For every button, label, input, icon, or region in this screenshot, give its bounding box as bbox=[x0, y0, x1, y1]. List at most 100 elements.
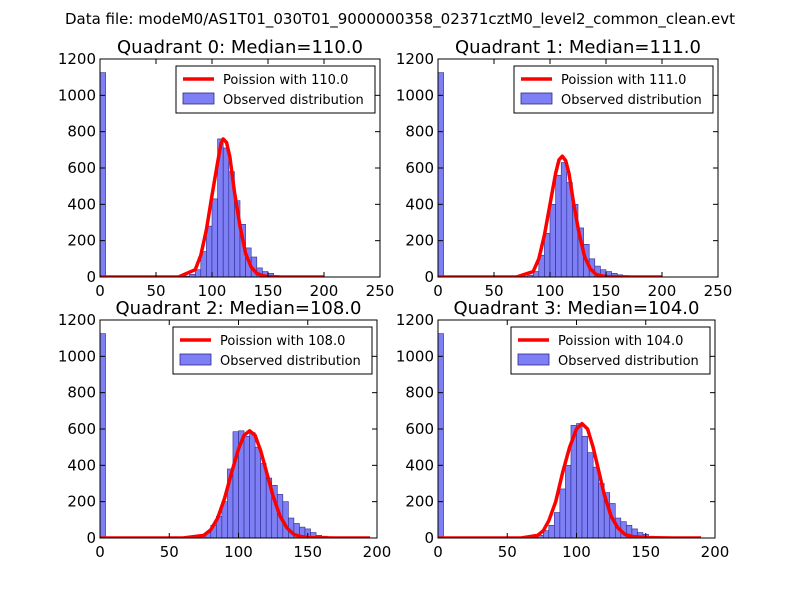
histogram-bar bbox=[438, 333, 444, 538]
panel-title: Quadrant 2: Median=108.0 bbox=[116, 298, 362, 319]
x-tick-label: 150 bbox=[293, 543, 322, 561]
histogram-bar bbox=[222, 147, 230, 277]
histogram-bar bbox=[592, 466, 599, 538]
x-tick-label: 200 bbox=[310, 282, 339, 300]
histogram-bar bbox=[555, 174, 562, 277]
legend-label-observed: Observed distribution bbox=[561, 93, 702, 108]
panel-quadrant-3: Quadrant 3: Median=104.0 0 50 100 150 200 0 200… bbox=[396, 298, 730, 561]
y-tick-label: 200 bbox=[405, 232, 434, 250]
legend: Poission with 110.0 Observed distribution bbox=[175, 65, 376, 114]
y-tick-label: 400 bbox=[67, 456, 96, 474]
x-tick-label: 100 bbox=[562, 543, 591, 561]
histogram-bar bbox=[211, 198, 218, 277]
y-tick-label: 800 bbox=[405, 123, 434, 141]
x-tick-label: 200 bbox=[363, 543, 392, 561]
x-tick-label: 50 bbox=[160, 543, 179, 561]
x-tick-label: 250 bbox=[704, 282, 733, 300]
y-tick-label: 1000 bbox=[396, 347, 434, 365]
histogram-bar bbox=[581, 435, 588, 538]
x-tick-label: 0 bbox=[433, 543, 443, 561]
y-tick-label: 1200 bbox=[396, 311, 434, 329]
histogram-bar bbox=[548, 524, 555, 538]
panel-quadrant-0: Quadrant 0: Median=110.0 0 50 100 150 200 250 0… bbox=[58, 37, 395, 300]
legend-label-observed: Observed distribution bbox=[223, 93, 364, 108]
histogram-bar bbox=[587, 452, 594, 538]
legend-bar-swatch bbox=[182, 92, 215, 105]
legend-label-poisson: Poission with 104.0 bbox=[558, 334, 683, 349]
y-tick-label: 0 bbox=[424, 268, 434, 286]
x-tick-label: 50 bbox=[498, 543, 517, 561]
legend-bar-swatch bbox=[517, 353, 550, 366]
legend: Poission with 104.0 Observed distribution bbox=[510, 326, 711, 375]
legend-box bbox=[172, 326, 373, 375]
panel-title: Quadrant 1: Median=111.0 bbox=[455, 37, 701, 58]
figure-suptitle: Data file: modeM0/AS1T01_030T01_90000003… bbox=[65, 10, 735, 29]
histogram-bar bbox=[260, 463, 267, 538]
legend-label-poisson: Poission with 110.0 bbox=[223, 73, 348, 88]
x-tick-label: 0 bbox=[95, 282, 105, 300]
legend-box bbox=[510, 326, 711, 375]
histogram-bar bbox=[100, 72, 106, 277]
histogram-bar bbox=[243, 435, 250, 538]
plot-area bbox=[438, 333, 702, 538]
x-tick-label: 150 bbox=[254, 282, 283, 300]
x-tick-label: 100 bbox=[536, 282, 565, 300]
y-tick-label: 1200 bbox=[58, 311, 96, 329]
x-tick-label: 200 bbox=[701, 543, 730, 561]
x-tick-label: 250 bbox=[366, 282, 395, 300]
legend-box bbox=[175, 65, 376, 114]
y-tick-label: 800 bbox=[67, 123, 96, 141]
plot-area bbox=[438, 72, 663, 277]
y-tick-label: 400 bbox=[405, 456, 434, 474]
histogram-bar bbox=[576, 423, 583, 538]
panel-quadrant-1: Quadrant 1: Median=111.0 0 50 100 150 200 250 0… bbox=[396, 37, 733, 300]
x-tick-label: 0 bbox=[95, 543, 105, 561]
histogram-bar bbox=[254, 446, 261, 538]
histogram-bar bbox=[565, 465, 572, 538]
poisson-curve bbox=[100, 137, 324, 277]
x-tick-label: 200 bbox=[648, 282, 677, 300]
legend-label-poisson: Poission with 111.0 bbox=[561, 73, 686, 88]
plot-area bbox=[100, 72, 325, 277]
legend-label-observed: Observed distribution bbox=[558, 354, 699, 369]
legend-box bbox=[513, 65, 714, 114]
legend-label-poisson: Poission with 108.0 bbox=[220, 334, 345, 349]
y-tick-label: 1200 bbox=[58, 50, 96, 68]
poisson-curve bbox=[438, 421, 702, 538]
x-tick-label: 150 bbox=[592, 282, 621, 300]
y-tick-label: 1000 bbox=[396, 86, 434, 104]
histogram-bar bbox=[438, 72, 444, 277]
histogram-bar bbox=[559, 488, 566, 538]
x-tick-label: 50 bbox=[484, 282, 503, 300]
y-tick-label: 200 bbox=[67, 232, 96, 250]
y-tick-label: 600 bbox=[67, 420, 96, 438]
panel-quadrant-2: Quadrant 2: Median=108.0 0 50 100 150 200 0 200… bbox=[58, 298, 392, 561]
x-tick-label: 0 bbox=[433, 282, 443, 300]
y-tick-label: 600 bbox=[67, 159, 96, 177]
x-tick-label: 50 bbox=[146, 282, 165, 300]
histogram-bar bbox=[249, 432, 256, 538]
legend: Poission with 108.0 Observed distribution bbox=[172, 326, 373, 375]
histogram-bar bbox=[544, 233, 551, 277]
y-tick-label: 1200 bbox=[396, 50, 434, 68]
x-tick-label: 100 bbox=[198, 282, 227, 300]
y-tick-label: 800 bbox=[405, 384, 434, 402]
y-tick-label: 200 bbox=[405, 493, 434, 511]
y-tick-label: 200 bbox=[67, 493, 96, 511]
histogram-bar bbox=[560, 162, 568, 277]
panel-title: Quadrant 0: Median=110.0 bbox=[117, 37, 363, 58]
y-tick-label: 0 bbox=[424, 529, 434, 547]
legend-bar-swatch bbox=[179, 353, 212, 366]
panel-title: Quadrant 3: Median=104.0 bbox=[454, 298, 700, 319]
y-tick-label: 600 bbox=[405, 159, 434, 177]
x-tick-label: 150 bbox=[631, 543, 660, 561]
legend-bar-swatch bbox=[520, 92, 553, 105]
y-tick-label: 1000 bbox=[58, 347, 96, 365]
y-tick-label: 1000 bbox=[58, 86, 96, 104]
y-tick-label: 0 bbox=[86, 268, 96, 286]
histogram-bar bbox=[549, 204, 556, 277]
poisson-curve bbox=[438, 154, 662, 277]
y-tick-label: 400 bbox=[405, 195, 434, 213]
x-tick-label: 100 bbox=[224, 543, 253, 561]
